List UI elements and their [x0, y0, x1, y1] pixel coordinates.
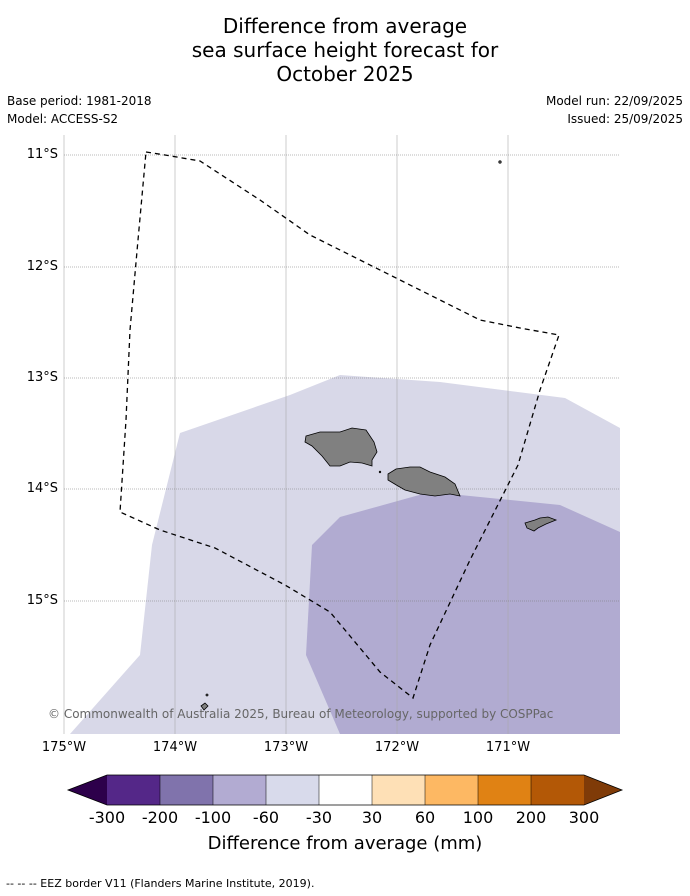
colorbar-bin	[531, 775, 584, 805]
colorbar-bin	[319, 775, 372, 805]
land	[200, 160, 558, 711]
colorbar-bin	[213, 775, 266, 805]
eez-legend: -- -- -- EEZ border V11 (Flanders Marine…	[6, 877, 315, 890]
title-line-3: October 2025	[276, 62, 414, 86]
lon-label: 175°W	[41, 740, 87, 755]
lon-label: 174°W	[152, 740, 198, 755]
title-line-1: Difference from average	[222, 14, 468, 38]
title-line-2: sea surface height forecast for	[191, 38, 499, 62]
lon-label: 173°W	[263, 740, 309, 755]
islet-1	[378, 470, 382, 474]
colorbar-tick-label: -200	[141, 808, 179, 827]
colorbar-tick-label: 30	[361, 808, 383, 827]
colorbar-tick-label: -60	[252, 808, 280, 827]
colorbar-bin	[160, 775, 213, 805]
lat-label: 13°S	[26, 370, 58, 385]
colorbar-bin	[478, 775, 531, 805]
colorbar-tick-label: 300	[568, 808, 600, 827]
colorbar-extend-high	[584, 775, 622, 805]
island-upolu	[387, 466, 461, 497]
island-savaii	[304, 427, 378, 467]
copyright-notice: © Commonwealth of Australia 2025, Bureau…	[48, 707, 554, 721]
colorbar-bin	[107, 775, 160, 805]
colorbar-tick-label: 100	[462, 808, 494, 827]
colorbar-bin	[425, 775, 478, 805]
colorbar-bin	[372, 775, 425, 805]
colorbar-tick-label: -100	[194, 808, 232, 827]
island-south-dot	[205, 693, 209, 697]
lat-label: 11°S	[26, 147, 58, 162]
colorbar-tick-label: 200	[515, 808, 547, 827]
colorbar-title: Difference from average (mm)	[207, 833, 483, 854]
colorbar-bin	[266, 775, 319, 805]
island-swains	[498, 160, 502, 164]
lon-label: 171°W	[485, 740, 531, 755]
lon-label: 172°W	[374, 740, 420, 755]
model-name: Model: ACCESS-S2	[7, 112, 119, 126]
anomaly-dark-region	[306, 492, 620, 734]
colorbar-tick-label: -300	[88, 808, 126, 827]
base-period: Base period: 1981-2018	[7, 94, 152, 108]
colorbar	[66, 774, 624, 806]
lat-label: 15°S	[26, 593, 58, 608]
colorbar-tick-label: 60	[414, 808, 436, 827]
graticule	[63, 135, 620, 734]
lat-label: 12°S	[26, 259, 58, 274]
colorbar-extend-low	[68, 775, 107, 805]
lat-label: 14°S	[26, 481, 58, 496]
issued-date: Issued: 25/09/2025	[567, 112, 683, 126]
island-tutuila	[524, 516, 558, 532]
model-run: Model run: 22/09/2025	[545, 94, 683, 108]
colorbar-tick-label: -30	[305, 808, 333, 827]
island-south-small	[200, 702, 209, 711]
chart-title: Difference from average sea surface heig…	[0, 14, 690, 86]
colorbar-outline	[66, 774, 624, 806]
